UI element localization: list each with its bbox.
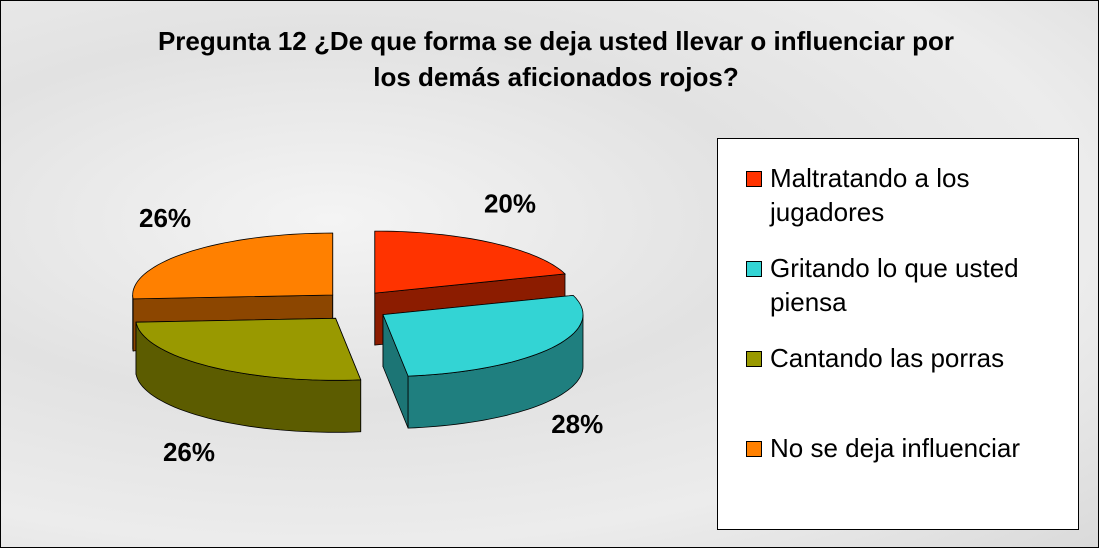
chart-title: Pregunta 12 ¿De que forma se deja usted …: [157, 26, 955, 92]
data-label: 20%: [484, 188, 536, 218]
legend-label: Maltratando a los jugadores: [770, 163, 970, 227]
legend-label: No se deja influenciar: [770, 433, 1021, 463]
data-label: 28%: [551, 409, 603, 439]
legend-swatch: [746, 351, 762, 367]
legend-label: Cantando las porras: [770, 343, 1005, 373]
slice: [374, 230, 566, 294]
slice: [382, 294, 584, 377]
slice: [132, 232, 334, 300]
legend-item: Maltratando a los jugadores: [746, 161, 1076, 229]
slice: [135, 317, 362, 381]
data-label: 26%: [163, 437, 215, 467]
legend-item: No se deja influenciar: [746, 431, 1076, 465]
legend-label: Gritando lo que usted piensa: [770, 253, 1019, 317]
legend-item: Gritando lo que usted piensa: [746, 251, 1076, 319]
legend-item: Cantando las porras: [746, 341, 1076, 375]
data-label: 26%: [139, 203, 191, 233]
pie-area: 20% 28% 26% 26%: [132, 188, 603, 467]
legend-swatch: [746, 441, 762, 457]
legend: Maltratando a los jugadores Gritando lo q…: [717, 138, 1079, 530]
legend-swatch: [746, 261, 762, 277]
legend-swatch: [746, 171, 762, 187]
